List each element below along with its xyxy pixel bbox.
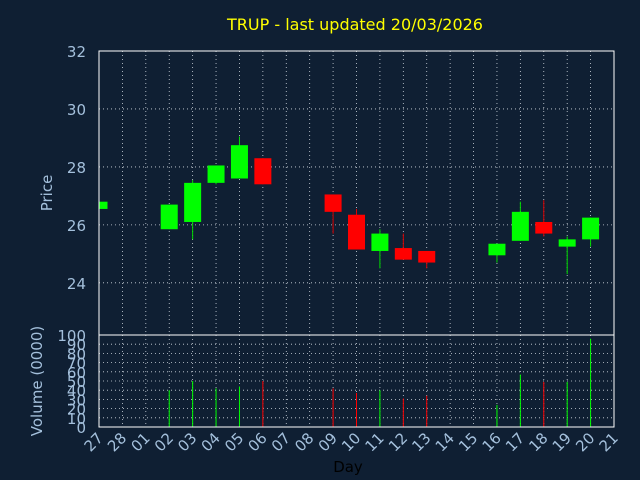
volume-y-tick-label: 20 — [67, 401, 86, 419]
price-y-tick-label: 30 — [67, 101, 86, 119]
x-tick-label: 07 — [268, 429, 294, 455]
candle-17 — [511, 201, 529, 241]
candle-06 — [254, 158, 272, 185]
price-y-tick-label: 26 — [67, 217, 86, 235]
volume-y-tick-label: 70 — [67, 355, 86, 373]
price-y-tick-label: 24 — [67, 275, 86, 293]
x-tick-label: 01 — [127, 429, 153, 455]
candle-03 — [184, 179, 202, 240]
volume-plot-frame — [98, 334, 615, 428]
candle-13 — [418, 250, 436, 269]
price-y-tick-labels: 24 26 28 30 32 — [67, 43, 86, 293]
candle-body — [184, 182, 202, 222]
candle-02 — [160, 204, 178, 230]
candle-09 — [324, 194, 342, 234]
candle-body — [582, 217, 600, 240]
price-grid — [98, 50, 615, 335]
volume-bar-series — [168, 338, 592, 427]
candle-19 — [558, 236, 576, 275]
x-axis-label: Day — [333, 458, 363, 476]
candle-27 — [98, 201, 108, 209]
x-axis-tick-labels: 2728010203040506070809101112131415161718… — [81, 429, 622, 455]
candle-10 — [348, 208, 365, 250]
x-tick-label: 18 — [525, 429, 551, 455]
candle-12 — [394, 233, 412, 260]
x-tick-label: 05 — [221, 429, 247, 455]
candle-body — [207, 165, 225, 183]
volume-y-tick-label: 40 — [67, 382, 86, 400]
volume-y-tick-label: 80 — [67, 345, 86, 363]
x-tick-label: 21 — [596, 429, 622, 455]
candle-body — [99, 201, 108, 209]
x-tick-label: 15 — [455, 429, 481, 455]
price-panel: 24 26 28 30 32 Price — [38, 43, 615, 336]
volume-y-tick-label: 60 — [67, 364, 86, 382]
price-plot-frame — [98, 50, 615, 336]
x-tick-label: 12 — [385, 429, 411, 455]
x-tick-label: 06 — [244, 429, 270, 455]
x-tick-label: 09 — [315, 429, 341, 455]
x-tick-label: 03 — [174, 429, 200, 455]
candle-body — [488, 243, 506, 256]
volume-y-tick-label: 90 — [67, 336, 86, 354]
volume-y-tick-label: 0 — [76, 419, 86, 437]
candlestick-series — [98, 136, 600, 275]
candle-body — [230, 145, 248, 179]
x-tick-label: 04 — [198, 429, 224, 455]
candle-body — [254, 158, 272, 185]
price-y-tick-label: 32 — [67, 43, 86, 61]
candle-04 — [207, 165, 225, 185]
x-tick-label: 11 — [362, 429, 388, 455]
volume-y-tick-label: 100 — [57, 327, 86, 345]
candle-16 — [488, 243, 506, 263]
candle-11 — [371, 229, 389, 269]
candle-05 — [230, 136, 248, 179]
x-tick-label: 28 — [104, 429, 130, 455]
candle-body — [160, 204, 178, 230]
candle-body — [371, 233, 389, 251]
x-tick-label: 08 — [291, 429, 317, 455]
x-tick-label: 13 — [408, 429, 434, 455]
price-y-tick-label: 28 — [67, 159, 86, 177]
volume-y-tick-label: 50 — [67, 373, 86, 391]
x-tick-label: 02 — [151, 429, 177, 455]
volume-axis-label: Volume (0000) — [28, 326, 46, 436]
volume-y-tick-label: 30 — [67, 391, 86, 409]
candle-body — [535, 221, 553, 234]
x-tick-label: 14 — [432, 429, 458, 455]
candle-body — [324, 194, 342, 212]
chart-title: TRUP - last updated 20/03/2026 — [226, 15, 483, 34]
x-tick-label: 19 — [549, 429, 575, 455]
x-tick-label: 16 — [479, 429, 505, 455]
x-tick-label: 20 — [572, 429, 598, 455]
candle-body — [511, 211, 529, 241]
volume-y-tick-label: 10 — [67, 410, 86, 428]
price-axis-label: Price — [38, 175, 56, 212]
candle-18 — [535, 200, 553, 237]
candle-body — [558, 239, 576, 247]
x-tick-label: 10 — [338, 429, 364, 455]
candle-body — [348, 214, 365, 250]
candle-body — [418, 250, 436, 263]
candle-body — [394, 248, 412, 260]
candle-20 — [582, 217, 600, 247]
x-tick-label: 17 — [502, 429, 528, 455]
